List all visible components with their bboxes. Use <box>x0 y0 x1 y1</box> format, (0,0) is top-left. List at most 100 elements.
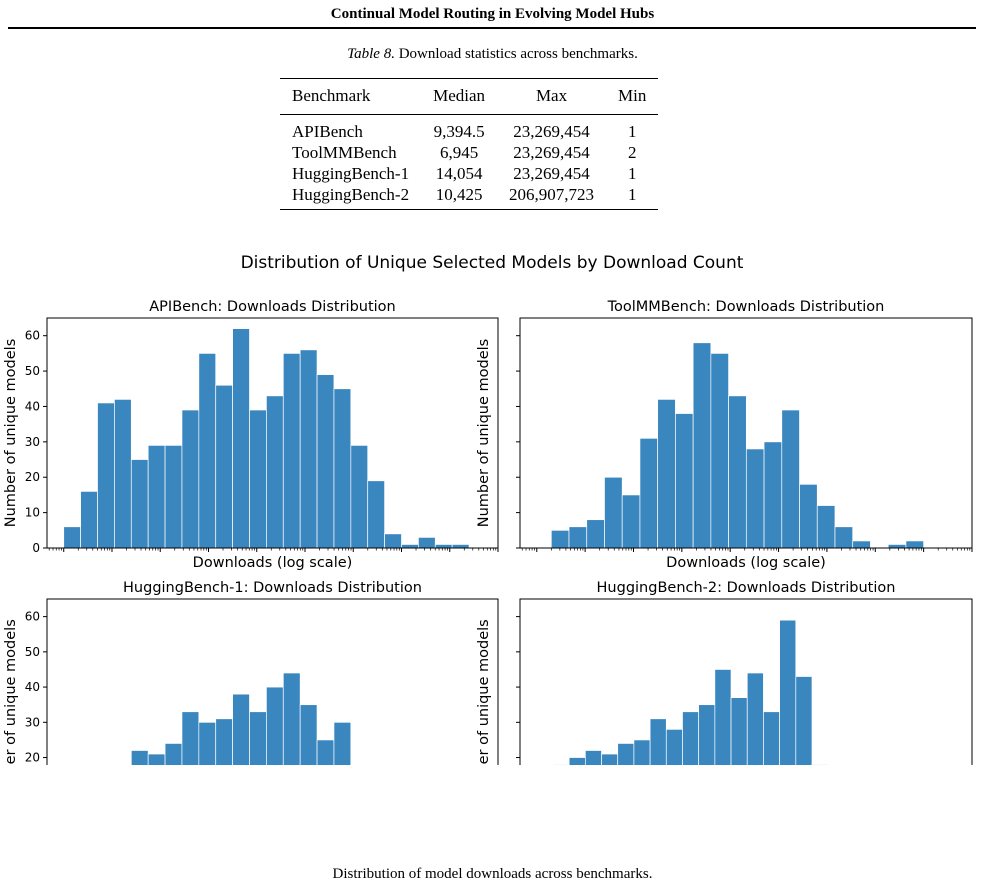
histogram-figure: Distribution of Unique Selected Models b… <box>3 253 973 765</box>
histogram-bar <box>795 676 813 765</box>
histogram-bar <box>215 384 233 549</box>
histogram-bar <box>215 718 233 765</box>
histogram-bar <box>401 544 419 549</box>
histogram-bar <box>97 402 115 549</box>
histogram-bar <box>852 540 871 549</box>
table-caption-label: Table 8. <box>347 46 395 62</box>
histogram-bar <box>266 395 284 549</box>
y-tick-label: 60 <box>25 329 40 343</box>
histogram-bar <box>586 519 605 549</box>
histogram-bar <box>249 409 267 549</box>
histogram-bar <box>604 476 623 549</box>
figure-caption: Distribution of model downloads across b… <box>332 866 653 882</box>
cell-min: 1 <box>627 185 637 204</box>
histogram-bar <box>266 686 284 765</box>
histogram-bar <box>639 437 659 549</box>
histogram-bar <box>282 353 301 549</box>
table-caption: Table 8. Download statistics across benc… <box>0 46 985 63</box>
histogram-bar <box>568 526 588 549</box>
histogram-bar <box>710 353 729 549</box>
histogram-bar <box>834 526 854 549</box>
y-tick-label: 60 <box>25 610 40 624</box>
panel-title: APIBench: Downloads Distribution <box>149 299 396 315</box>
table-row: ToolMMBench 6,945 23,269,454 2 <box>280 142 658 163</box>
histogram-bar <box>418 537 436 549</box>
x-axis-label: Downloads (log scale) <box>666 555 826 571</box>
histogram-bar <box>249 711 267 765</box>
table-header-row: Benchmark Median Max Min <box>280 78 659 115</box>
histogram-bar <box>550 529 570 549</box>
histogram-bar <box>164 743 183 765</box>
y-tick-label: 30 <box>25 715 40 729</box>
y-tick-label: 50 <box>25 364 40 378</box>
histogram-bar <box>282 672 301 765</box>
cell-max: 23,269,454 <box>513 122 590 141</box>
histogram-bar <box>682 711 700 765</box>
histogram-bar <box>147 445 166 549</box>
plot-frame <box>519 317 973 549</box>
col-header-min: Min <box>618 86 647 105</box>
cell-benchmark: HuggingBench-2 <box>292 185 410 204</box>
histogram-panel: APIBench: Downloads Distribution 0 10 20 30 4… <box>3 299 499 571</box>
y-tick-label: 50 <box>25 645 40 659</box>
plot-frame <box>46 317 499 549</box>
histogram-bar <box>299 349 318 549</box>
histogram-bar <box>316 739 335 765</box>
histogram-bar <box>781 409 800 549</box>
table-caption-text: Download statistics across benchmarks. <box>398 46 638 62</box>
histogram-bar <box>665 729 683 765</box>
histogram-bar <box>181 409 200 549</box>
cell-benchmark: ToolMMBench <box>292 143 397 162</box>
histogram-bar <box>779 619 797 765</box>
plot-frame <box>46 598 499 765</box>
histogram-bar <box>333 721 352 765</box>
cell-median: 6,945 <box>439 143 479 162</box>
histogram-bar <box>164 445 183 549</box>
y-axis-label: Number of unique models <box>3 339 19 527</box>
histogram-bar <box>384 533 402 549</box>
histogram-bar <box>649 718 667 765</box>
panel-title: HuggingBench-2: Downloads Distribution <box>597 580 896 596</box>
histogram-bar <box>130 459 149 549</box>
histogram-bar <box>114 399 132 549</box>
cell-median: 9,394.5 <box>433 122 485 141</box>
histogram-bar <box>147 753 166 765</box>
histogram-bar <box>333 388 352 549</box>
histogram-bar <box>675 413 694 549</box>
histogram-bar <box>601 753 619 765</box>
plot-frame <box>519 598 973 765</box>
cell-max: 23,269,454 <box>513 164 590 183</box>
cell-min: 2 <box>627 143 637 162</box>
histogram-bar <box>80 491 98 549</box>
table-row: HuggingBench-2 10,425 206,907,723 1 <box>280 184 658 210</box>
col-header-benchmark: Benchmark <box>292 86 371 105</box>
panel-title: HuggingBench-1: Downloads Distribution <box>123 580 422 596</box>
cell-max: 206,907,723 <box>509 185 595 204</box>
histogram-bar <box>633 739 651 765</box>
histogram-bar <box>130 750 149 765</box>
cell-max: 23,269,454 <box>513 143 590 162</box>
histogram-bar <box>299 704 318 765</box>
histogram-bar <box>730 697 748 765</box>
table-row: HuggingBench-1 14,054 23,269,454 1 <box>280 163 658 184</box>
y-tick-label: 20 <box>25 751 40 765</box>
histogram-bar <box>434 544 453 549</box>
histogram-bar <box>905 540 924 549</box>
histogram-bar <box>657 399 676 549</box>
histogram-bar <box>617 743 635 765</box>
histogram-bar <box>232 693 250 765</box>
cell-median: 14,054 <box>435 164 483 183</box>
table-row: APIBench 9,394.5 23,269,454 1 <box>280 115 658 143</box>
y-axis-label: Number of unique models <box>476 339 492 527</box>
cell-min: 1 <box>627 164 637 183</box>
histogram-bar <box>181 711 200 765</box>
header-rule <box>8 27 976 29</box>
y-tick-label: 0 <box>32 541 40 555</box>
y-tick-label: 40 <box>25 399 40 413</box>
histogram-bar <box>692 342 712 549</box>
histogram-bar <box>763 711 780 765</box>
histogram-bar <box>198 721 217 765</box>
histogram-bar <box>745 448 765 549</box>
cell-min: 1 <box>627 122 637 141</box>
histogram-bar <box>63 526 81 549</box>
